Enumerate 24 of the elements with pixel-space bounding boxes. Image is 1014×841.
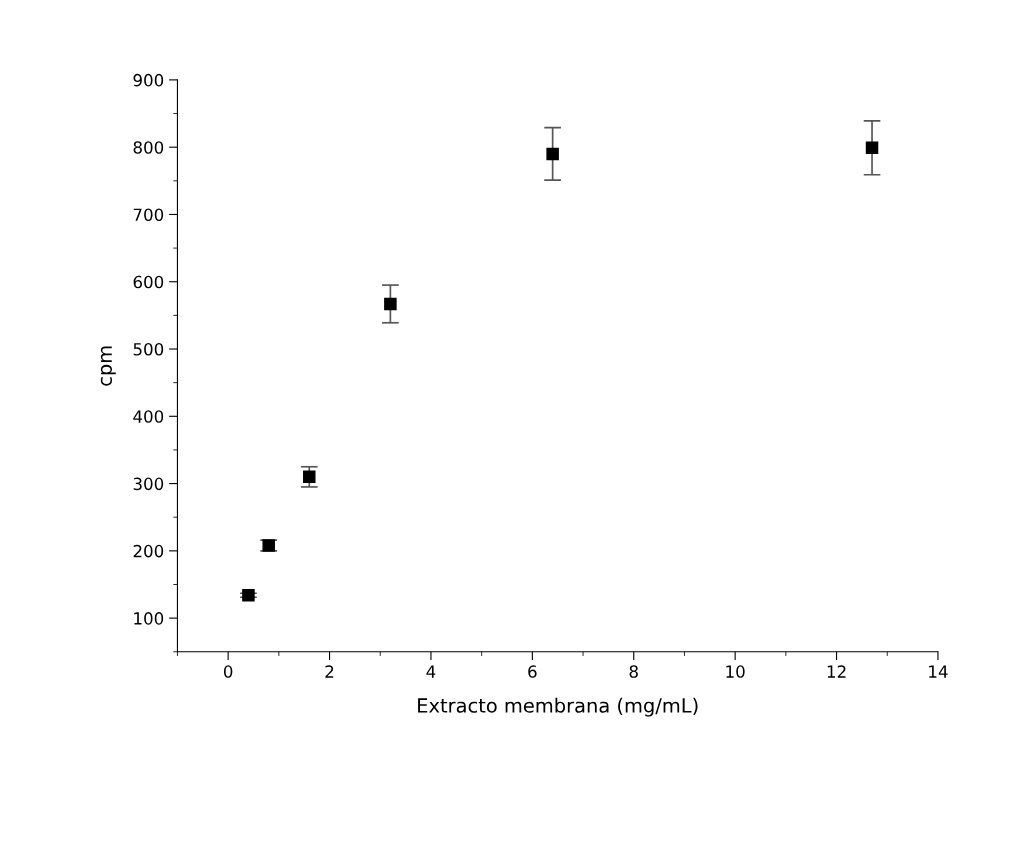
y-tick-label: 100 <box>134 612 164 625</box>
y-tick-label: 600 <box>133 275 164 289</box>
x-tick-label: 10 <box>726 665 745 678</box>
point <box>865 141 879 155</box>
x-tick-label: 2 <box>325 665 334 678</box>
y-tick-label: 900 <box>133 73 164 87</box>
x-tick-label: 12 <box>827 665 846 678</box>
x-tick-label: 4 <box>426 665 436 678</box>
point <box>303 470 316 484</box>
y-axis-title: cpm <box>100 346 116 386</box>
y-tick-label: 300 <box>133 477 164 491</box>
y-tick-label: 800 <box>133 141 164 154</box>
y-tick-label: 200 <box>133 544 164 558</box>
y-tick-label: 700 <box>133 208 164 222</box>
x-tick-label: 6 <box>528 665 537 678</box>
y-tick-label: 400 <box>133 410 164 423</box>
x-tick-label: 14 <box>929 665 948 678</box>
point <box>546 147 559 161</box>
point <box>384 297 397 311</box>
x-axis-title: Extracto membrana (mg/mL) <box>418 697 698 717</box>
y-tick-label: 500 <box>133 342 164 356</box>
point <box>242 589 255 602</box>
x-tick-label: 8 <box>629 665 638 678</box>
x-tick-label: 0 <box>223 665 233 678</box>
